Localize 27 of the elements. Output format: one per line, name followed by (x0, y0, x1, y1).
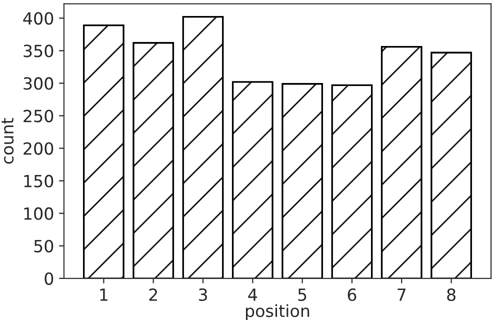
bar (82, 24, 124, 278)
y-tick-label: 0 (44, 272, 54, 285)
y-tick-label: 350 (24, 44, 54, 58)
x-axis-title: position (246, 304, 310, 320)
x-tick-label: 5 (298, 288, 306, 302)
x-tick-label: 2 (149, 288, 157, 301)
y-tick-label: 200 (24, 142, 54, 155)
bar (380, 46, 422, 278)
bar (182, 16, 224, 278)
x-tick-label: 7 (398, 288, 406, 301)
y-tick-label: 50 (34, 240, 54, 252)
x-tick-label: 1 (100, 288, 108, 301)
y-tick-label: 250 (24, 110, 54, 122)
y-tick-label: 400 (23, 12, 54, 25)
x-tick-label: 6 (348, 288, 356, 302)
x-tick-label: 3 (198, 288, 207, 302)
x-tick-label: 4 (248, 288, 258, 301)
bar (232, 81, 274, 278)
bar (430, 52, 472, 278)
y-axis-title: count (2, 118, 14, 164)
y-tick-label: 100 (24, 207, 54, 220)
y-tick-label: 300 (24, 77, 54, 90)
bar (282, 83, 324, 278)
x-tick-label: 8 (447, 288, 456, 302)
bar (331, 84, 373, 278)
y-tick-label: 150 (24, 174, 54, 188)
bar (132, 42, 174, 278)
